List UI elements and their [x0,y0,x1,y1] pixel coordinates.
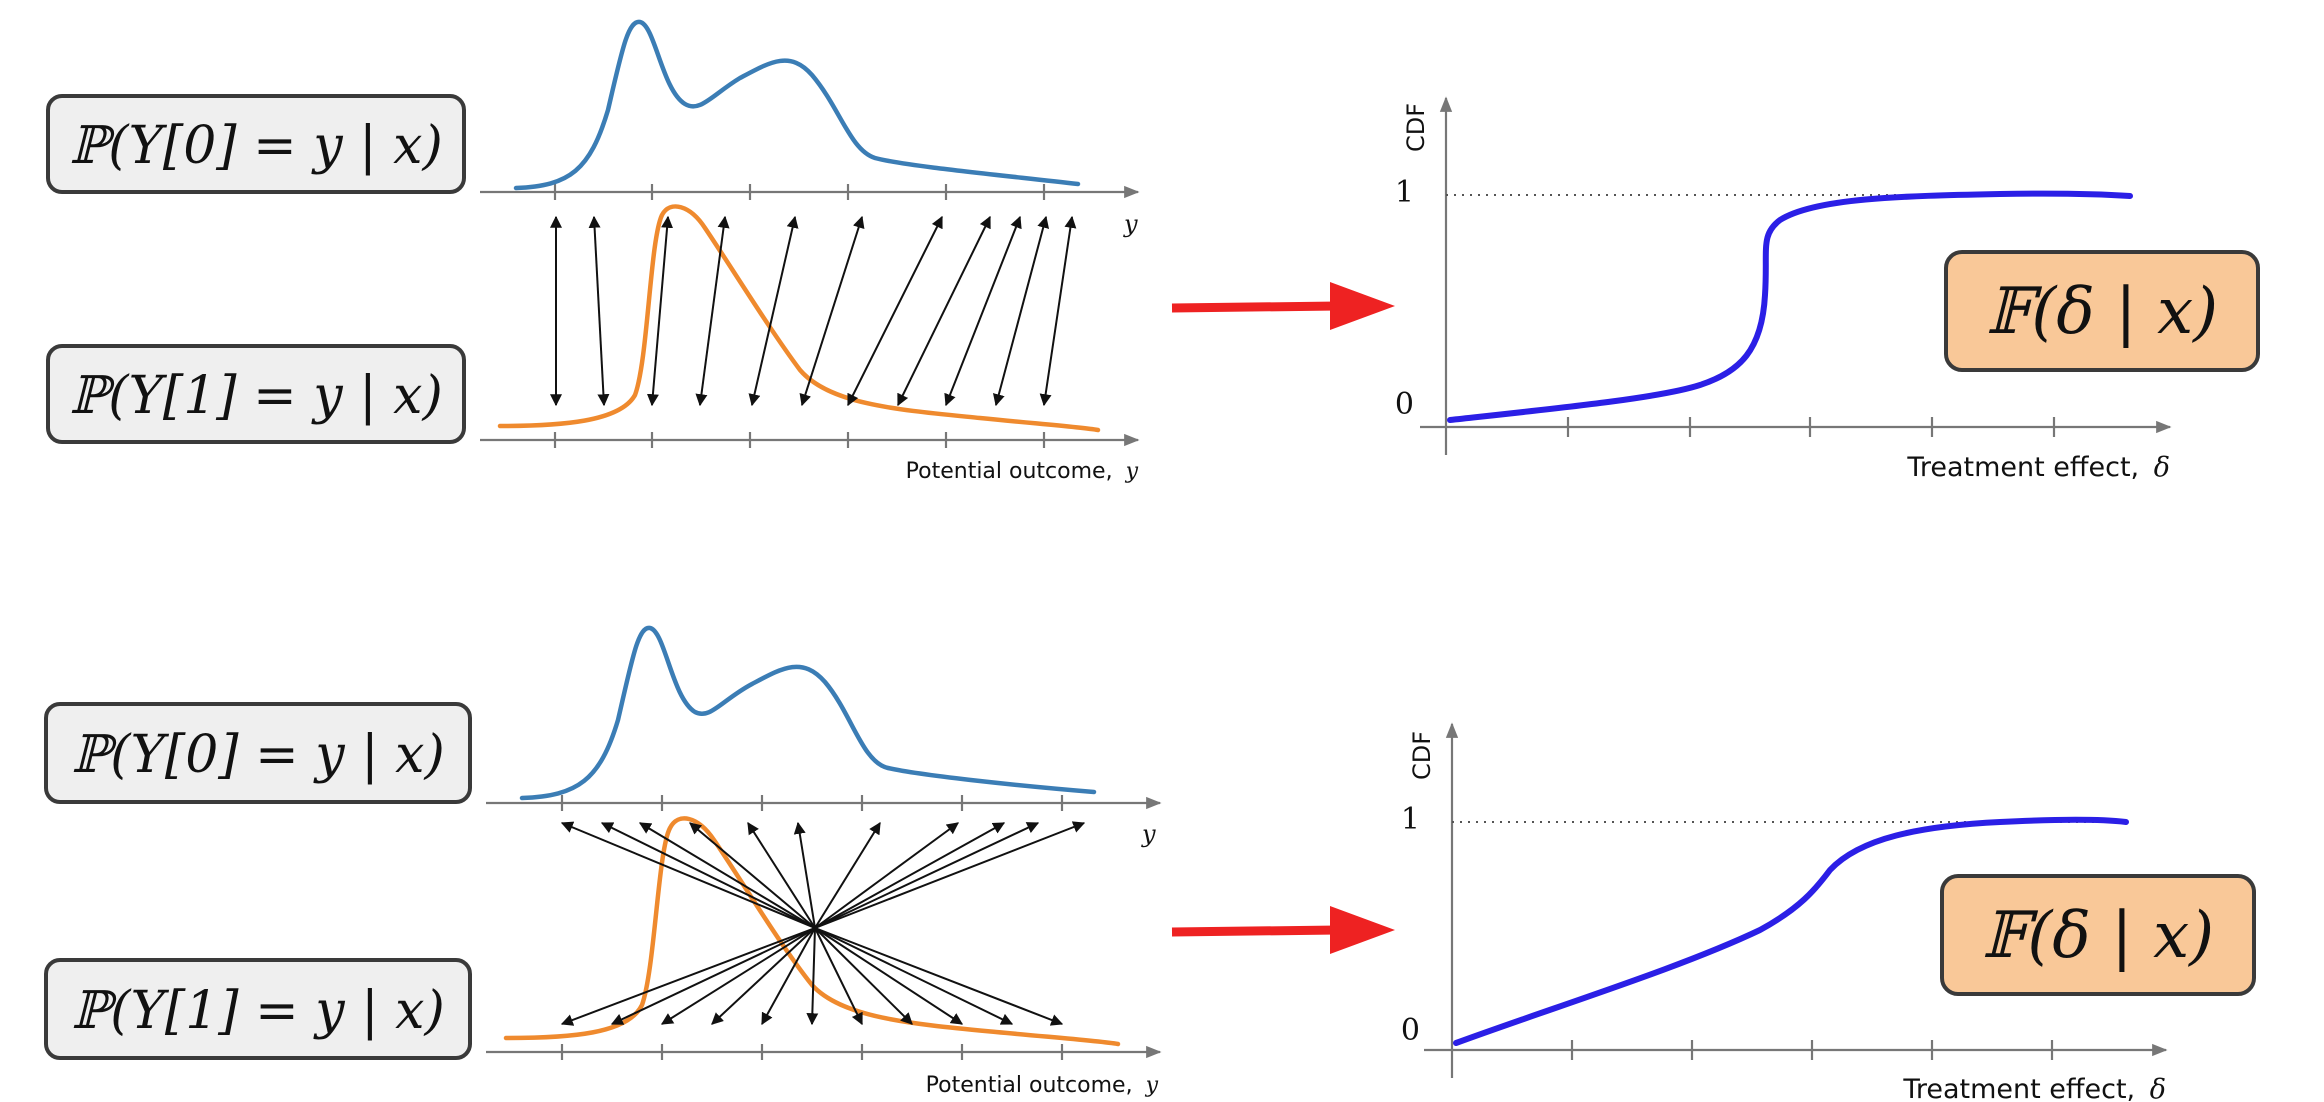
axis-symbol-y-bottom: y [1141,820,1156,848]
mapping-arrows-top [550,215,1077,407]
cdf-tick-zero-top: 0 [1395,387,1414,422]
label-box-y1-top: ℙ(Y[1] = y | x) [46,344,466,444]
cdf-tick-one-top: 1 [1395,175,1414,210]
cdf-axis-label-bottom: CDF [1408,731,1436,780]
right-arrow-icon [1171,282,1395,330]
axis-label-potential-top: Potential outcome, y [906,459,1139,484]
label-box-y0-bottom: ℙ(Y[0] = y | x) [44,702,472,804]
cdf-plot-bottom: CDF 1 0 Treatment effect, δ [1401,722,2168,1102]
label-y1-bottom: ℙ(Y[1] = y | x) [71,981,445,1041]
label-y0-bottom: ℙ(Y[0] = y | x) [71,725,445,785]
axis-y0-top [480,184,1140,200]
cdf-tick-zero-bottom: 0 [1401,1013,1420,1048]
cdf-box-bottom: 𝔽(δ | x) [1940,874,2256,996]
density-y0-top [513,19,1081,191]
cdf-axis-label-top: CDF [1402,103,1430,152]
mapping-arrows-bottom [560,821,1086,1026]
cdf-box-label-top: 𝔽(δ | x) [1986,275,2218,349]
cdf-box-label-bottom: 𝔽(δ | x) [1982,899,2214,973]
cdf-curve-bottom [1453,816,2129,1046]
cdf-plot-top: CDF 1 0 Treatment effect, δ [1395,96,2172,483]
label-y1-top: ℙ(Y[1] = y | x) [69,366,443,426]
cdf-x-label-top: Treatment effect, δ [1906,452,2170,483]
axis-y0-bottom [486,795,1162,811]
axis-symbol-y-top: y [1123,210,1138,238]
axis-label-potential-bottom: Potential outcome, y [926,1073,1159,1098]
cdf-x-label-bottom: Treatment effect, δ [1902,1074,2166,1102]
axis-y1-top [480,432,1140,448]
cdf-curve-top [1447,190,2133,423]
panel-bottom: ℙ(Y[0] = y | x) ℙ(Y[1] = y | x) y [44,625,2256,1102]
right-arrow-icon [1171,906,1395,954]
density-y1-top [497,204,1101,433]
density-y1-bottom [503,816,1121,1047]
density-y0-bottom [519,625,1097,801]
label-box-y1-bottom: ℙ(Y[1] = y | x) [44,958,472,1060]
label-y0-top: ℙ(Y[0] = y | x) [69,116,443,176]
label-box-y0-top: ℙ(Y[0] = y | x) [46,94,466,194]
panel-top: ℙ(Y[0] = y | x) ℙ(Y[1] = y | x) y [46,19,2260,484]
axis-y1-bottom [486,1044,1162,1060]
cdf-tick-one-bottom: 1 [1401,802,1420,837]
cdf-box-top: 𝔽(δ | x) [1944,250,2260,372]
